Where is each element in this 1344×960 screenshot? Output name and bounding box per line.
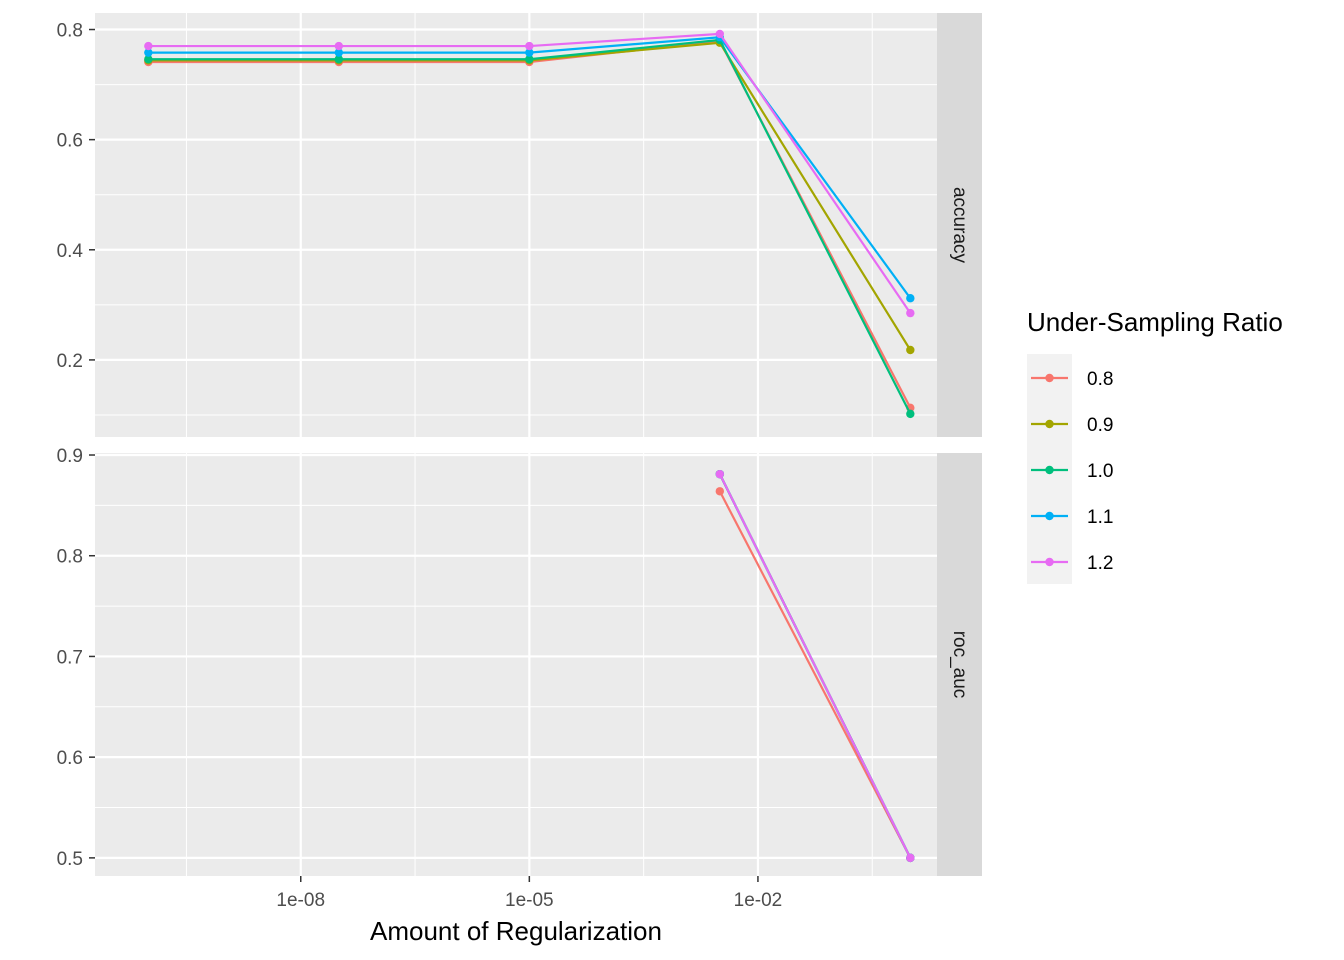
y-tick-label: 0.9 — [57, 446, 83, 467]
data-point — [715, 469, 725, 479]
data-point — [525, 48, 534, 57]
legend-item-0.9: 0.9 — [1031, 415, 1113, 436]
legend: Under-Sampling Ratio 0.8 0.9 1.0 1.1 1.2 — [1027, 307, 1283, 584]
y-tick-label: 0.5 — [57, 849, 83, 870]
legend-label: 1.1 — [1087, 507, 1113, 528]
data-point — [334, 55, 344, 64]
y-tick-label: 0.8 — [57, 547, 83, 568]
y-tick-label: 0.8 — [57, 21, 83, 42]
legend-key-point — [1045, 557, 1054, 567]
y-tick-label: 0.2 — [57, 351, 83, 372]
y-tick-label: 0.6 — [57, 748, 83, 769]
series-line — [718, 490, 912, 859]
strip-background — [937, 13, 982, 437]
data-point — [906, 308, 915, 318]
panel-background — [95, 453, 937, 876]
panel-roc_auc: 0.5 0.6 0.7 0.8 0.9 roc_auc — [57, 446, 982, 876]
legend-items: 0.8 0.9 1.0 1.1 1.2 — [1031, 369, 1113, 574]
strip-background — [937, 453, 982, 876]
legend-item-0.8: 0.8 — [1031, 369, 1113, 390]
data-point — [144, 48, 153, 57]
y-tick-label: 0.7 — [57, 647, 83, 668]
legend-key-point — [1045, 511, 1054, 521]
series-1.0 — [144, 35, 915, 419]
y-tick-label: 0.4 — [57, 241, 84, 262]
x-tick-label: 1e-08 — [276, 890, 325, 911]
panels: 0.2 0.4 0.6 0.8 accuracy 0.5 0.6 0.7 0.8 0.9 roc_a… — [57, 13, 982, 876]
strip-label: roc_auc — [949, 631, 970, 699]
data-point — [144, 55, 153, 64]
data-point — [906, 409, 915, 419]
x-axis: 1e-08 1e-05 1e-02 — [276, 876, 782, 911]
data-point — [715, 29, 725, 39]
legend-item-1.1: 1.1 — [1031, 507, 1113, 528]
y-tick-label: 0.6 — [57, 131, 83, 152]
legend-label: 1.0 — [1087, 461, 1113, 482]
x-tick-label: 1e-05 — [505, 890, 554, 911]
legend-key-point — [1045, 465, 1054, 475]
panel-background — [95, 13, 937, 437]
legend-key-point — [1045, 419, 1054, 429]
x-axis-title: Amount of Regularization — [370, 916, 662, 946]
data-point — [906, 345, 915, 355]
series-1.2 — [144, 29, 915, 318]
series-line — [718, 473, 912, 859]
legend-label: 1.2 — [1087, 553, 1113, 574]
panel-accuracy: 0.2 0.4 0.6 0.8 accuracy — [57, 13, 982, 437]
data-point — [715, 487, 725, 496]
legend-key-point — [1045, 373, 1054, 383]
data-point — [906, 853, 915, 863]
data-point — [906, 294, 915, 303]
data-point — [144, 41, 153, 51]
data-point — [525, 41, 534, 51]
data-point — [334, 48, 344, 57]
legend-label: 0.8 — [1087, 369, 1113, 390]
x-tick-label: 1e-02 — [734, 890, 783, 911]
legend-item-1.0: 1.0 — [1031, 461, 1113, 482]
data-point — [334, 41, 344, 51]
strip-label: accuracy — [949, 187, 970, 264]
legend-title: Under-Sampling Ratio — [1027, 307, 1283, 337]
legend-item-1.2: 1.2 — [1031, 553, 1113, 574]
legend-label: 0.9 — [1087, 415, 1113, 436]
series-1.2 — [715, 469, 915, 863]
data-point — [525, 55, 534, 64]
